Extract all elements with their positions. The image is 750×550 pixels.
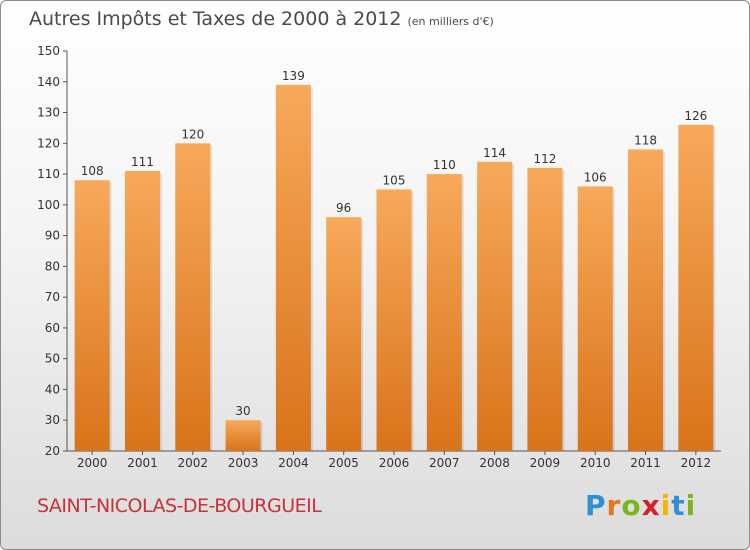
x-tick-label: 2008 [479, 456, 510, 470]
x-tick-label: 2006 [379, 456, 410, 470]
chart-unit: (en milliers d'€) [407, 15, 494, 28]
x-tick-label: 2007 [429, 456, 460, 470]
data-label: 30 [235, 404, 250, 418]
data-label: 106 [584, 170, 607, 184]
bar [124, 171, 160, 451]
logo-letter: i [685, 489, 697, 522]
data-label: 126 [684, 109, 707, 123]
data-label: 120 [181, 127, 204, 141]
bar [678, 124, 714, 451]
logo-letter: x [641, 489, 661, 522]
logo-letter: P [585, 489, 607, 522]
y-tick-label: 110 [37, 167, 60, 181]
x-tick-label: 2009 [530, 456, 561, 470]
bar [426, 174, 462, 452]
x-tick-label: 2011 [630, 456, 661, 470]
y-tick-label: 90 [45, 229, 60, 243]
bar [74, 180, 110, 451]
x-tick-label: 2005 [328, 456, 359, 470]
bar [175, 143, 211, 452]
bar [225, 420, 261, 451]
commune-name: SAINT-NICOLAS-DE-BOURGUEIL [37, 495, 322, 517]
logo-letter: t [671, 489, 686, 522]
y-tick-label: 120 [37, 136, 60, 150]
y-tick-label: 50 [45, 352, 60, 366]
bar [577, 186, 613, 451]
logo-letter: r [606, 489, 622, 522]
y-tick-label: 70 [45, 290, 60, 304]
data-label: 105 [383, 173, 406, 187]
data-label: 112 [533, 152, 556, 166]
data-label: 139 [282, 69, 305, 83]
bar [477, 161, 513, 451]
x-tick-label: 2004 [278, 456, 309, 470]
y-tick-label: 20 [45, 444, 60, 458]
x-tick-label: 2001 [127, 456, 158, 470]
x-tick-label: 2012 [681, 456, 712, 470]
y-tick-label: 100 [37, 198, 60, 212]
chart-title-text: Autres Impôts et Taxes de 2000 à 2012 [29, 8, 402, 30]
x-tick-label: 2002 [177, 456, 208, 470]
data-label: 118 [634, 133, 657, 147]
data-label: 110 [433, 158, 456, 172]
data-label: 108 [81, 164, 104, 178]
chart-title: Autres Impôts et Taxes de 2000 à 2012 (en… [29, 8, 494, 30]
logo-letter: o [621, 489, 642, 522]
bar [628, 149, 664, 451]
data-label: 114 [483, 146, 506, 160]
bar [527, 167, 563, 451]
logo-letter: i [660, 489, 672, 522]
y-tick-label: 150 [37, 44, 60, 58]
bar [326, 217, 362, 451]
bar [376, 189, 412, 451]
bar [275, 84, 311, 451]
data-label: 111 [131, 155, 154, 169]
y-tick-label: 140 [37, 75, 60, 89]
data-label: 96 [336, 201, 351, 215]
x-tick-label: 2000 [77, 456, 108, 470]
y-tick-label: 130 [37, 106, 60, 120]
y-tick-label: 60 [45, 321, 60, 335]
proxiti-logo[interactable]: Proxiti [585, 489, 696, 522]
x-tick-label: 2003 [228, 456, 259, 470]
x-tick-label: 2010 [580, 456, 611, 470]
y-tick-label: 40 [45, 382, 60, 396]
y-tick-label: 80 [45, 259, 60, 273]
y-tick-label: 30 [45, 413, 60, 427]
